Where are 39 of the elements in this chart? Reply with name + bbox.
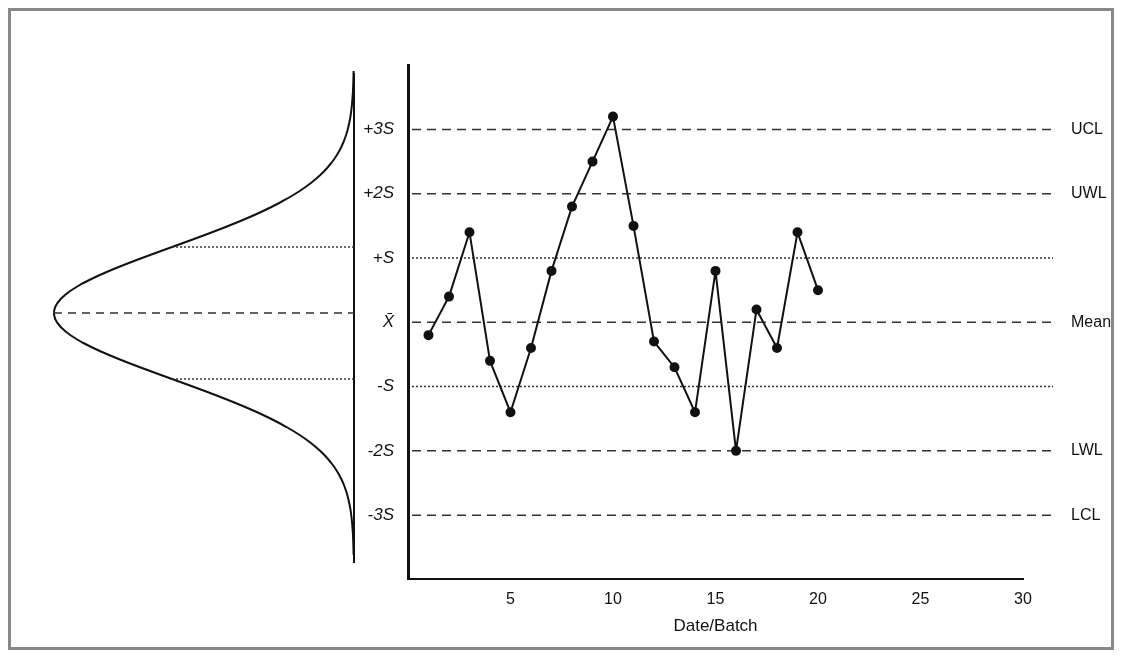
ref-line-label: LCL: [1071, 505, 1101, 523]
point: [813, 285, 823, 296]
y-tick-label: -3S: [367, 504, 395, 524]
point: [546, 265, 557, 276]
point: [649, 336, 659, 347]
x-tick-label: 30: [1014, 590, 1032, 608]
point: [587, 156, 598, 167]
x-tick-label: 10: [604, 590, 622, 608]
point: [608, 111, 618, 122]
x-axis-title: Date/Batch: [673, 616, 758, 636]
ref-line-label: Mean: [1071, 312, 1112, 330]
point: [669, 362, 680, 373]
ref-line-label: UWL: [1071, 184, 1107, 202]
y-tick-label: -S: [377, 376, 395, 396]
ref-line-label: UCL: [1071, 119, 1104, 137]
point: [485, 355, 495, 366]
point: [628, 220, 639, 231]
point: [731, 445, 741, 456]
point: [526, 343, 536, 354]
y-tick-label: +3S: [363, 119, 395, 139]
point: [710, 265, 721, 276]
y-tick-label: -2S: [367, 440, 395, 460]
point: [464, 227, 475, 238]
x-tick-label: 15: [706, 590, 725, 608]
x-tick-label: 20: [809, 590, 827, 608]
y-tick-label: +S: [372, 247, 395, 267]
point: [444, 291, 454, 302]
y-tick-label: X̄: [381, 312, 395, 332]
point: [567, 201, 577, 212]
point: [423, 330, 434, 341]
ref-line-label: LWL: [1071, 441, 1103, 459]
point: [505, 407, 516, 418]
x-tick-label: 5: [506, 590, 516, 608]
point: [751, 304, 762, 315]
x-tick-label: 25: [911, 590, 930, 608]
y-tick-label: +2S: [363, 183, 395, 203]
point: [792, 227, 803, 238]
point: [690, 407, 700, 418]
point: [772, 343, 782, 354]
